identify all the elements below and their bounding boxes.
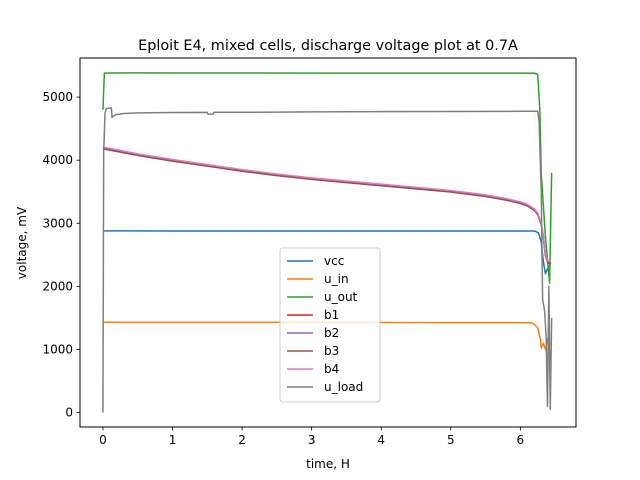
legend-label: vcc bbox=[324, 254, 344, 268]
x-tick-label: 5 bbox=[447, 433, 455, 447]
legend-label: u_load bbox=[324, 380, 363, 394]
legend-label: u_in bbox=[324, 272, 349, 286]
legend-label: b2 bbox=[324, 326, 339, 340]
series-line-u-out bbox=[102, 72, 553, 284]
y-tick-label: 5000 bbox=[42, 90, 73, 104]
chart-title: Eploit E4, mixed cells, discharge voltag… bbox=[138, 38, 518, 54]
axes-frame bbox=[79, 57, 577, 428]
x-tick-label: 0 bbox=[99, 433, 107, 447]
x-tick-label: 2 bbox=[238, 433, 246, 447]
x-axis-label: time, H bbox=[306, 457, 350, 471]
y-tick-label: 0 bbox=[65, 405, 73, 419]
x-tick-label: 6 bbox=[517, 433, 525, 447]
y-axis-label: voltage, mV bbox=[15, 206, 29, 279]
y-tick-label: 1000 bbox=[42, 342, 73, 356]
x-tick-label: 4 bbox=[377, 433, 385, 447]
y-tick-label: 2000 bbox=[42, 279, 73, 293]
y-tick-label: 3000 bbox=[42, 216, 73, 230]
legend-label: b3 bbox=[324, 344, 339, 358]
legend-label: b1 bbox=[324, 308, 339, 322]
x-tick-label: 3 bbox=[308, 433, 316, 447]
y-tick-label: 4000 bbox=[42, 153, 73, 167]
series-line-u-in bbox=[102, 321, 549, 351]
axis-ticks: 0 1 2 3 4 5 6 0 1000 2000 3000 4000 5000 bbox=[42, 90, 524, 447]
x-tick-label: 1 bbox=[169, 433, 177, 447]
series-line-u-load bbox=[102, 107, 553, 413]
plot-area bbox=[102, 72, 553, 413]
legend-box bbox=[279, 247, 381, 403]
legend: vcc u_in u_out b1 b2 b3 b4 u_load bbox=[279, 247, 381, 403]
legend-label: u_out bbox=[324, 290, 358, 304]
legend-label: b4 bbox=[324, 362, 339, 376]
series-line-vcc bbox=[102, 230, 551, 275]
